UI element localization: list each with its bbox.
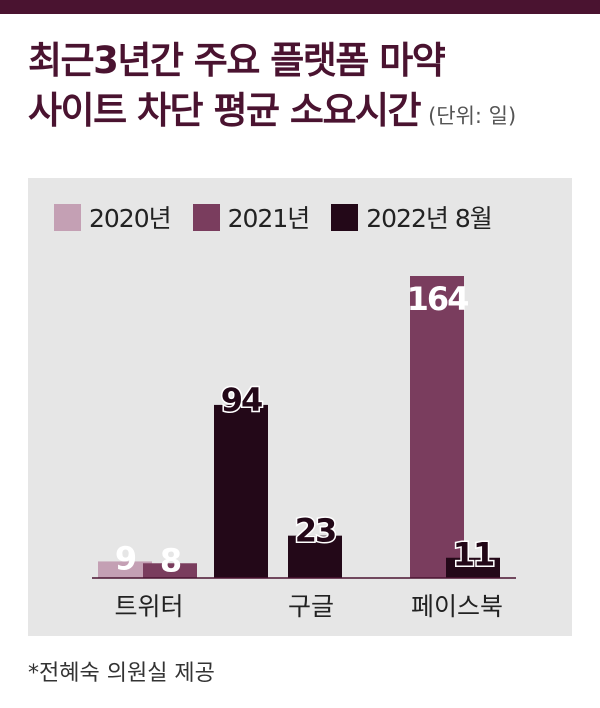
category-label-1: 구글 (288, 592, 334, 621)
source-footnote: *전혜숙 의원실 제공 (28, 661, 215, 686)
legend-item-2022-aug: 2022년 8월 (331, 199, 493, 235)
legend-label-2021: 2021년 (227, 204, 311, 233)
top-accent-bar (0, 0, 600, 14)
data-label-0-1: 8 (160, 541, 181, 579)
category-label-0: 트위터 (114, 592, 183, 621)
data-label-0-2: 94 (221, 381, 262, 419)
legend-item-2020: 2020년 (54, 199, 172, 235)
unit-label: (단위: 일) (428, 104, 517, 128)
legend-swatch-2022-aug (331, 203, 359, 231)
bar-0-0 (98, 561, 152, 578)
data-label-2-1: 164 (407, 280, 469, 318)
data-label-1-2: 23 (295, 512, 336, 550)
bar-2-1 (410, 276, 464, 578)
data-label-2-2: 11 (453, 536, 494, 574)
category-label-2: 페이스북 (411, 592, 503, 621)
legend-swatch-2021 (192, 203, 220, 231)
bar-2-2 (446, 557, 500, 578)
bar-1-2 (288, 535, 342, 578)
chart-title: 최근3년간 주요 플랫폼 마약 사이트 차단 평균 소요시간 (단위: 일) (28, 36, 516, 141)
bar-0-2 (214, 404, 268, 578)
legend: 2020년 2021년 2022년 8월 (54, 200, 514, 234)
bar-0-1 (143, 563, 197, 578)
data-label-0-0: 9 (115, 539, 136, 577)
legend-swatch-2020 (54, 203, 81, 231)
legend-label-2020: 2020년 (89, 204, 172, 233)
title-line-1: 최근3년간 주요 플랫폼 마약 (28, 39, 446, 82)
title-line-2-text: 사이트 차단 평균 소요시간 (28, 89, 422, 132)
legend-item-2021: 2021년 (192, 199, 311, 235)
title-line-2: 사이트 차단 평균 소요시간 (단위: 일) (28, 86, 516, 141)
legend-label-2022-aug: 2022년 8월 (366, 204, 492, 233)
